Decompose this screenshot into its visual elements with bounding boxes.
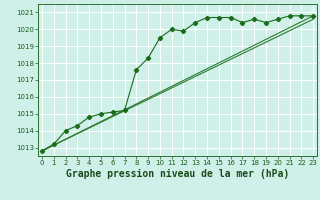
X-axis label: Graphe pression niveau de la mer (hPa): Graphe pression niveau de la mer (hPa) (66, 169, 289, 179)
